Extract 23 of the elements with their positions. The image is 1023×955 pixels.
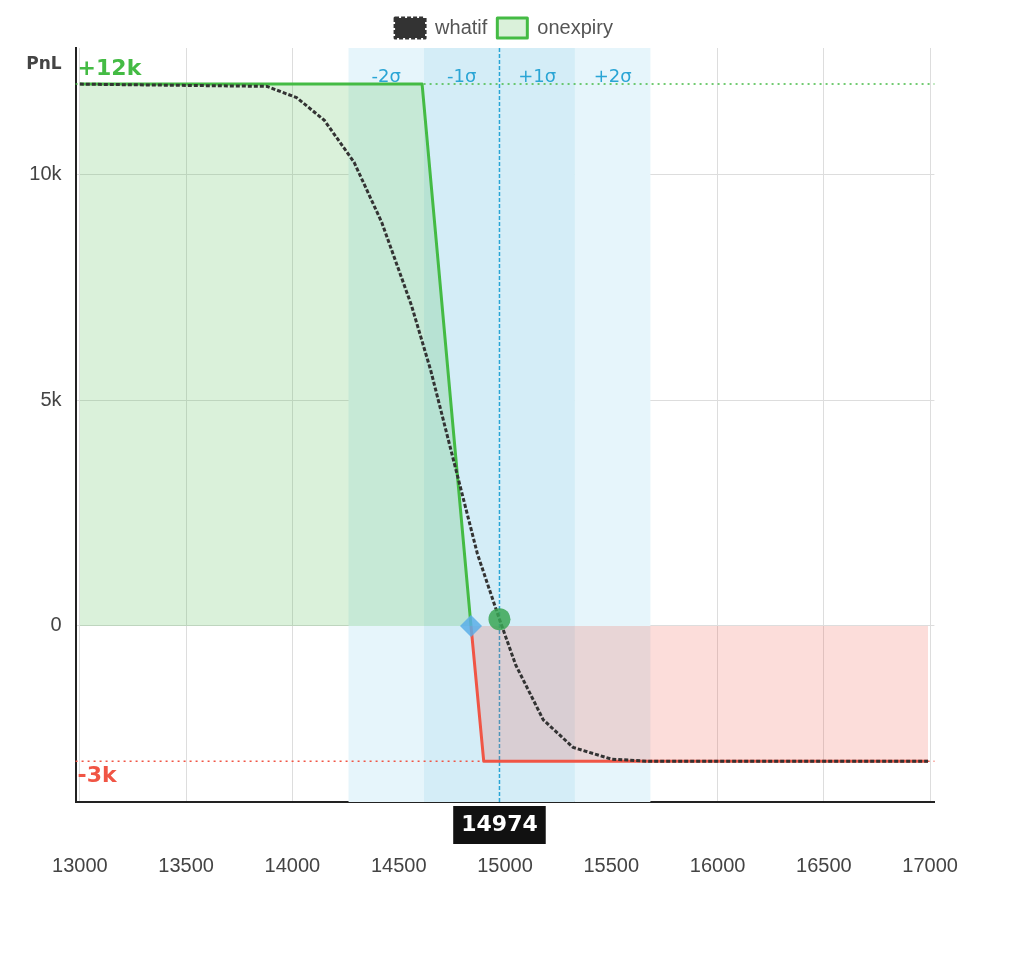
x-tick-label: 15500 bbox=[583, 853, 640, 876]
y-tick-label: 10k bbox=[29, 161, 63, 184]
x-tick-label: 17000 bbox=[902, 853, 958, 876]
band-label: -1σ bbox=[447, 64, 477, 86]
band-label: +2σ bbox=[593, 64, 632, 86]
ref-line-label: 14974 bbox=[461, 810, 538, 836]
band-label: -2σ bbox=[371, 64, 401, 86]
x-tick-label: 14500 bbox=[370, 853, 427, 876]
x-tick-label: 13500 bbox=[158, 853, 214, 876]
legend-label: onexpiry bbox=[537, 15, 613, 38]
legend-label: whatif bbox=[434, 15, 488, 38]
band-label: +1σ bbox=[518, 64, 557, 86]
x-tick-label: 15000 bbox=[477, 853, 533, 876]
x-tick-label: 14000 bbox=[264, 853, 321, 876]
x-tick-label: 16500 bbox=[796, 853, 852, 876]
y-tick-label: 5k bbox=[40, 387, 63, 410]
line-series bbox=[78, 82, 930, 763]
x-tick-label: 16000 bbox=[689, 853, 746, 876]
ref-line-label: +12k bbox=[77, 54, 143, 80]
x-tick-label: 13000 bbox=[52, 853, 108, 876]
y-axis-title: PnL bbox=[26, 52, 62, 73]
y-tick-label: 0 bbox=[50, 613, 62, 636]
ref-line-label: -3k bbox=[77, 762, 119, 788]
